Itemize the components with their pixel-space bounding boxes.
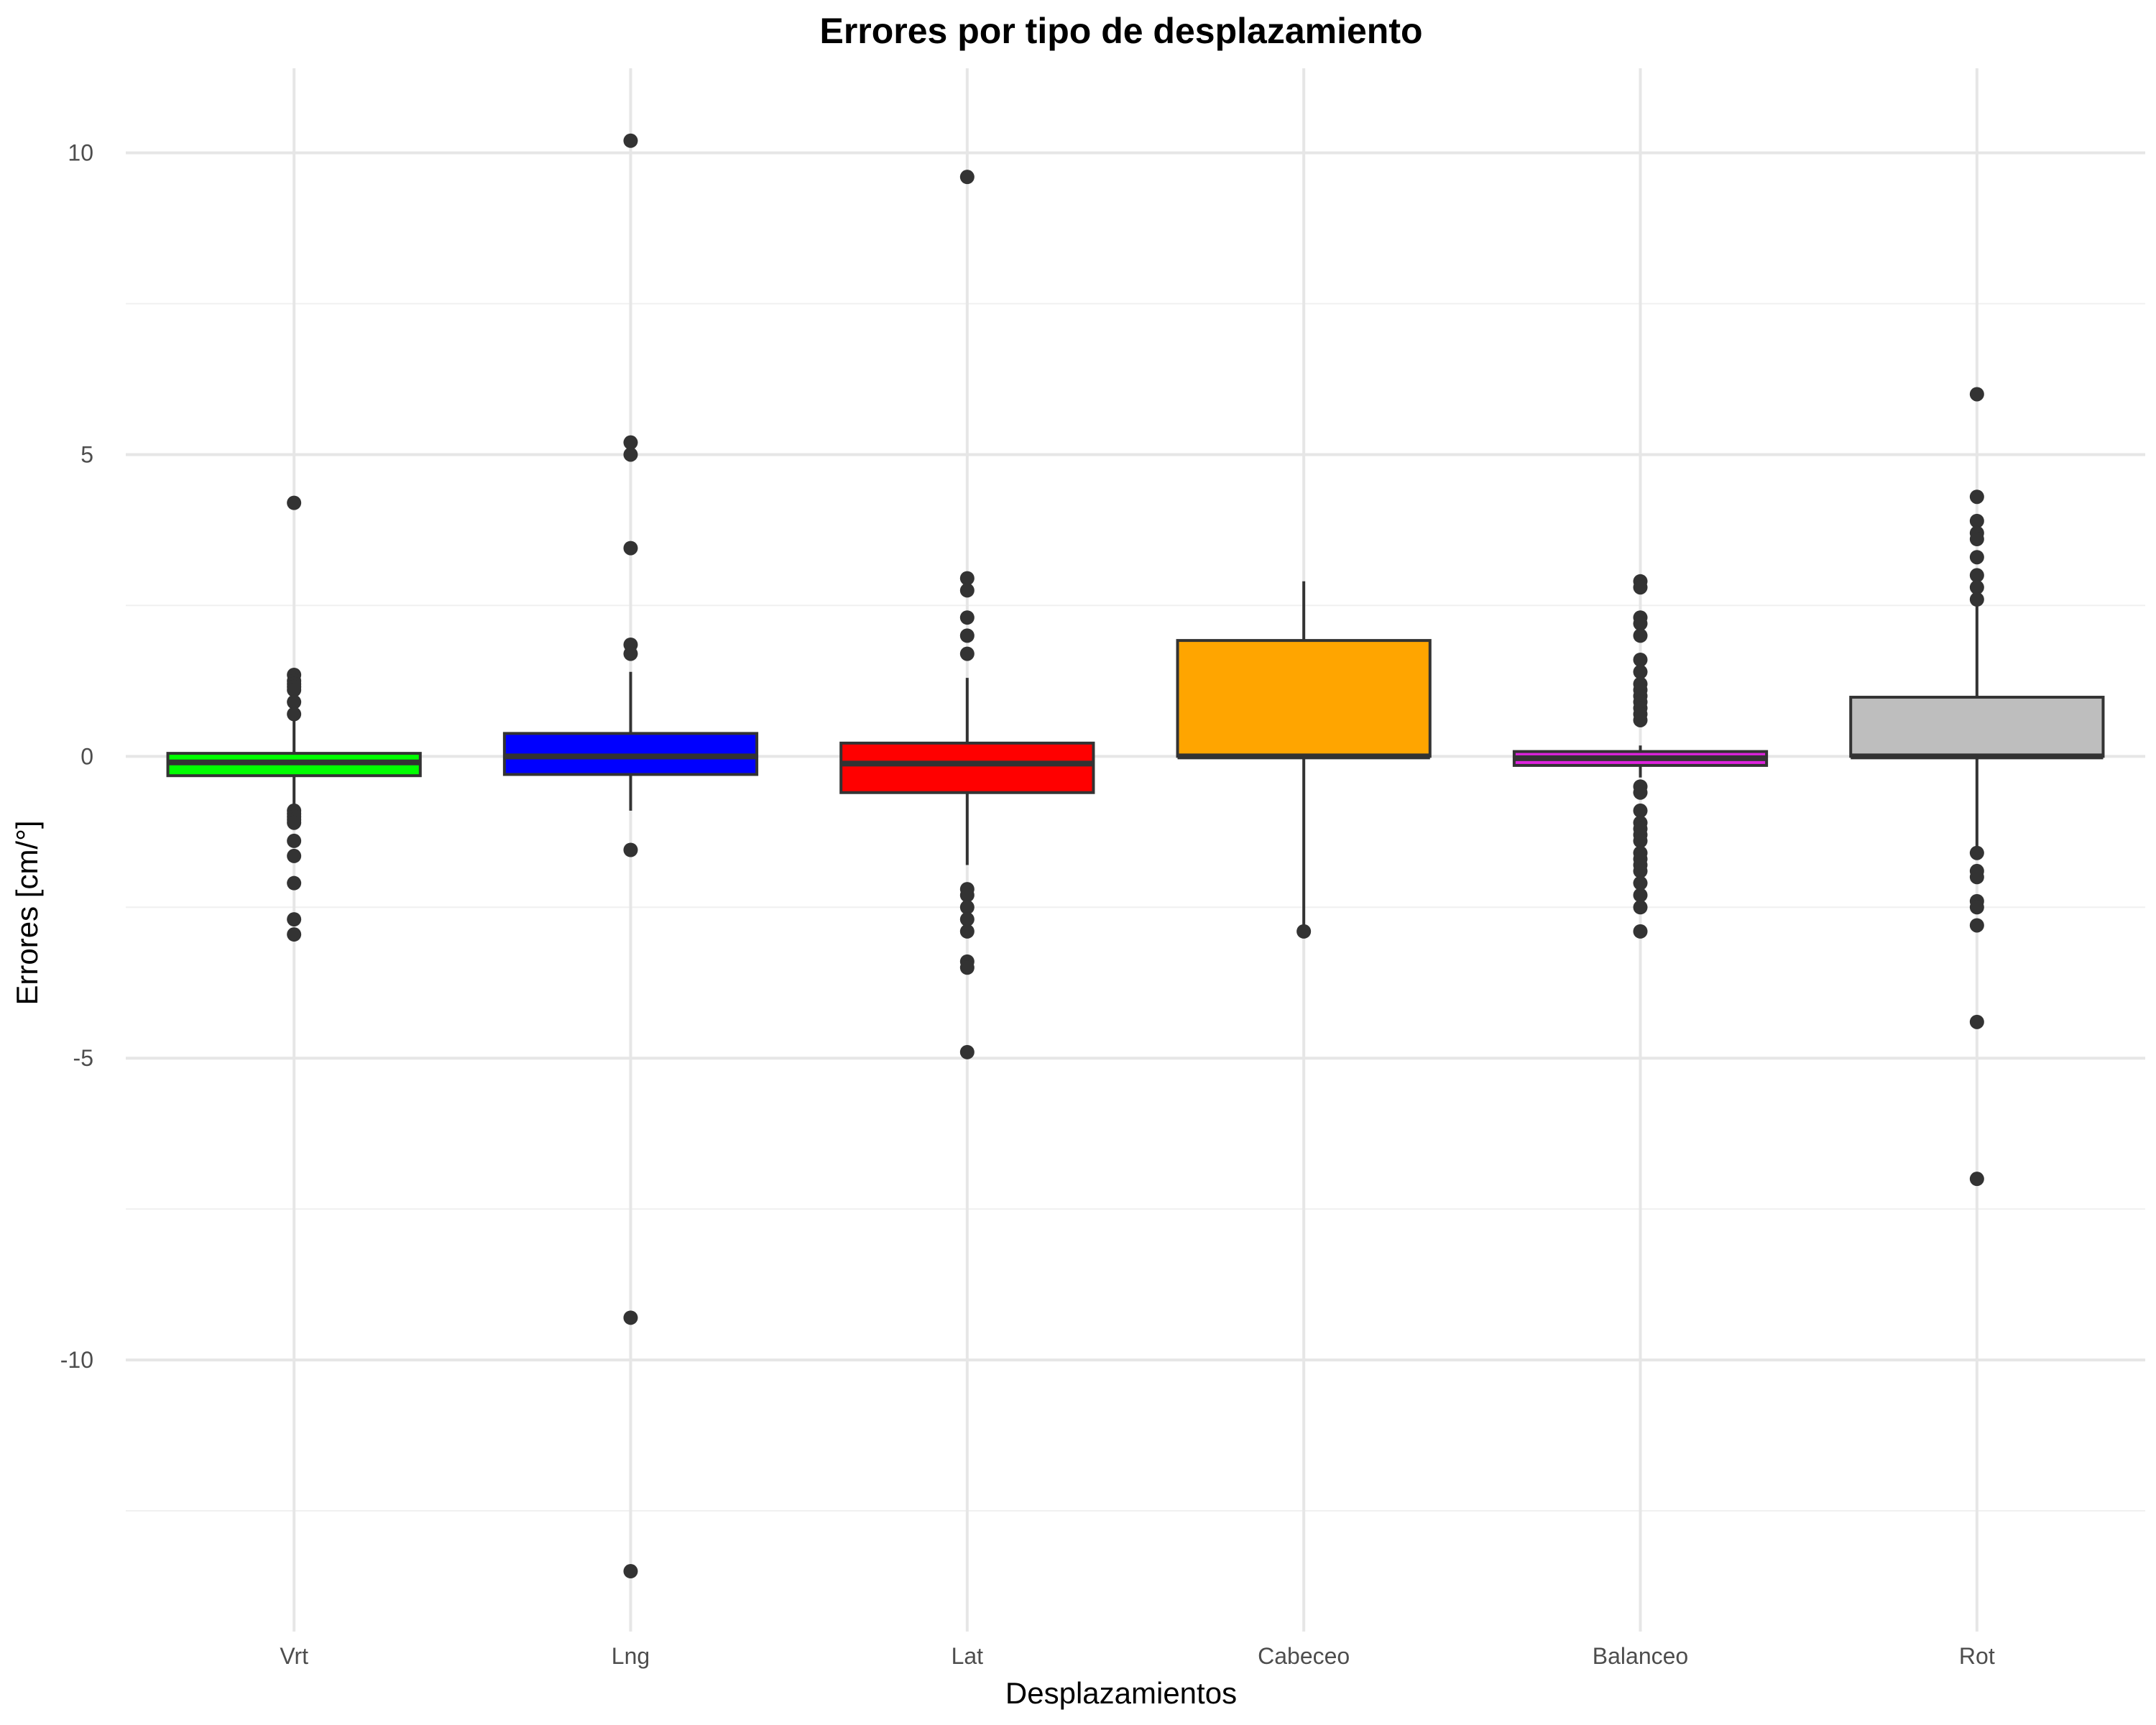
boxes-layer bbox=[166, 133, 2105, 1579]
outlier-point bbox=[1969, 532, 1984, 547]
outlier-point bbox=[287, 875, 302, 891]
box-body bbox=[1176, 639, 1432, 758]
outlier-point bbox=[1296, 924, 1312, 939]
outlier-point bbox=[959, 646, 975, 661]
outlier-point bbox=[287, 707, 302, 722]
outlier-point bbox=[1633, 924, 1648, 939]
outlier-point bbox=[1969, 489, 1984, 505]
outlier-point bbox=[623, 435, 638, 450]
outlier-point bbox=[959, 571, 975, 586]
x-axis-label: Desplazamientos bbox=[1005, 1676, 1237, 1710]
outlier-point bbox=[1969, 1014, 1984, 1029]
outlier-point bbox=[1969, 918, 1984, 933]
outlier-point bbox=[959, 583, 975, 598]
box-cabeceo bbox=[1176, 581, 1432, 939]
outlier-point bbox=[1969, 592, 1984, 607]
x-tick-label: Balanceo bbox=[1593, 1643, 1688, 1669]
outlier-point bbox=[1969, 513, 1984, 528]
outlier-point bbox=[287, 912, 302, 927]
outlier-point bbox=[1633, 652, 1648, 667]
outlier-point bbox=[1969, 870, 1984, 885]
outlier-point bbox=[959, 888, 975, 903]
box-rot bbox=[1849, 387, 2105, 1187]
y-tick-label: 10 bbox=[68, 140, 93, 166]
y-tick-label: -10 bbox=[60, 1347, 93, 1373]
outlier-point bbox=[623, 1564, 638, 1579]
outlier-point bbox=[623, 646, 638, 661]
x-tick-label: Vrt bbox=[280, 1643, 308, 1669]
x-tick-label: Lng bbox=[612, 1643, 650, 1669]
outlier-point bbox=[1633, 664, 1648, 679]
outlier-point bbox=[1633, 580, 1648, 595]
outlier-point bbox=[959, 900, 975, 915]
outlier-point bbox=[1969, 387, 1984, 402]
outlier-point bbox=[959, 960, 975, 975]
outlier-point bbox=[1633, 888, 1648, 903]
outlier-point bbox=[1633, 863, 1648, 878]
box-body bbox=[1849, 696, 2105, 758]
outlier-point bbox=[1969, 580, 1984, 595]
outlier-point bbox=[959, 170, 975, 185]
x-tick-label: Lat bbox=[952, 1643, 984, 1669]
y-tick-label: -5 bbox=[73, 1045, 93, 1071]
y-tick-label: 5 bbox=[80, 441, 93, 467]
outlier-point bbox=[959, 1044, 975, 1059]
outlier-point bbox=[1969, 900, 1984, 915]
box-balanceo bbox=[1512, 574, 1769, 939]
y-tick-label: 0 bbox=[80, 743, 93, 769]
x-tick-label: Cabeceo bbox=[1258, 1643, 1350, 1669]
outlier-point bbox=[1969, 845, 1984, 860]
box-lat bbox=[839, 170, 1095, 1059]
outlier-point bbox=[959, 610, 975, 625]
y-axis-ticks: -10 -5 0 5 10 bbox=[60, 140, 93, 1374]
outlier-point bbox=[287, 927, 302, 942]
outlier-point bbox=[1633, 875, 1648, 891]
outlier-point bbox=[287, 833, 302, 848]
outlier-point bbox=[287, 495, 302, 510]
box-body bbox=[839, 741, 1095, 794]
outlier-point bbox=[1633, 833, 1648, 848]
outlier-point bbox=[287, 848, 302, 863]
outlier-point bbox=[1969, 550, 1984, 565]
outlier-point bbox=[623, 1310, 638, 1325]
outlier-point bbox=[1633, 900, 1648, 915]
box-vrt bbox=[166, 495, 422, 942]
outlier-point bbox=[623, 540, 638, 556]
outlier-point bbox=[287, 694, 302, 709]
y-axis-label: Errores [cm/°] bbox=[10, 820, 44, 1005]
x-axis-ticks: Vrt Lng Lat Cabeceo Balanceo Rot bbox=[280, 1643, 1995, 1669]
chart-title: Errores por tipo de desplazamiento bbox=[819, 11, 1422, 51]
outlier-point bbox=[623, 133, 638, 148]
outlier-point bbox=[959, 628, 975, 643]
outlier-point bbox=[1633, 616, 1648, 631]
outlier-point bbox=[1633, 712, 1648, 727]
outlier-point bbox=[287, 682, 302, 697]
outlier-point bbox=[1633, 785, 1648, 800]
outlier-point bbox=[1969, 568, 1984, 583]
outlier-point bbox=[623, 447, 638, 462]
outlier-point bbox=[1633, 803, 1648, 818]
outlier-point bbox=[959, 912, 975, 927]
outlier-point bbox=[1969, 1172, 1984, 1187]
box-lng bbox=[502, 133, 759, 1579]
outlier-point bbox=[623, 842, 638, 857]
x-tick-label: Rot bbox=[1959, 1643, 1995, 1669]
outlier-point bbox=[959, 924, 975, 939]
outlier-point bbox=[1633, 628, 1648, 643]
outlier-point bbox=[287, 815, 302, 830]
